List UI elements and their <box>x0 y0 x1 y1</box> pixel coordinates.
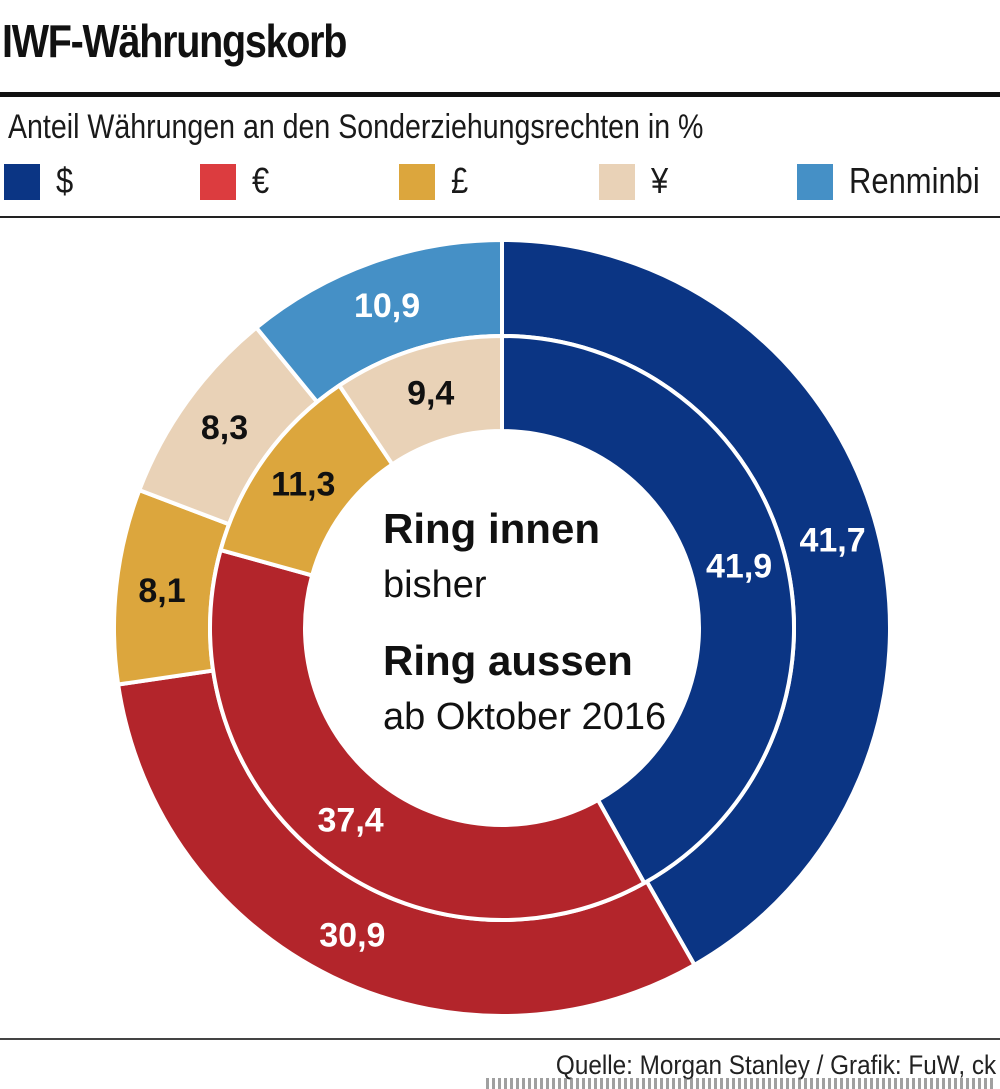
donut-chart: 41,7 30,9 8,1 8,3 10,9 41,9 37,4 11,3 9,4 Ring i… <box>112 238 892 1018</box>
inner-ring-slice-yen <box>337 334 504 467</box>
inner-ring-slice-euro <box>208 548 647 922</box>
legend-label-dollar: $ <box>56 160 74 201</box>
center-outer-sub: ab Oktober 2016 <box>383 696 666 738</box>
outer-ring-label-renminbi: 10,9 <box>354 287 420 325</box>
legend-swatch-renminbi <box>797 164 833 200</box>
outer-ring-label-dollar: 41,7 <box>799 521 865 559</box>
data-labels: 41,7 30,9 8,1 8,3 10,9 41,9 37,4 11,3 9,4 <box>138 287 865 955</box>
title-rule <box>0 92 1000 97</box>
chart-subtitle: Anteil Währungen an den Sonderziehungsre… <box>8 108 704 146</box>
legend-rule <box>0 216 1000 218</box>
cropped-text-fragment <box>486 1078 996 1089</box>
legend-swatch-dollar <box>4 164 40 200</box>
inner-ring-label-pound: 11,3 <box>271 466 335 504</box>
center-inner-title: Ring innen <box>383 505 600 552</box>
outer-ring-label-pound: 8,1 <box>138 572 185 610</box>
legend-swatch-euro <box>200 164 236 200</box>
legend-label-yen: ¥ <box>651 160 669 201</box>
inner-ring <box>208 334 796 922</box>
center-inner-sub: bisher <box>383 564 487 606</box>
chart-title: IWF-Währungskorb <box>2 15 347 67</box>
outer-ring-label-euro: 30,9 <box>319 917 385 955</box>
inner-ring-label-yen: 9,4 <box>407 375 454 413</box>
inner-ring-slice-dollar <box>500 334 796 885</box>
legend-label-pound: £ <box>451 160 469 201</box>
center-outer-title: Ring aussen <box>383 637 633 684</box>
source-credit: Quelle: Morgan Stanley / Grafik: FuW, ck <box>555 1050 996 1080</box>
outer-ring-label-yen: 8,3 <box>201 409 248 447</box>
legend-label-renminbi: Renminbi <box>849 160 980 201</box>
inner-ring-label-dollar: 41,9 <box>706 547 772 585</box>
footer-rule <box>0 1038 1000 1040</box>
legend-label-euro: € <box>252 160 270 201</box>
legend-swatch-yen <box>599 164 635 200</box>
inner-ring-label-euro: 37,4 <box>318 802 384 840</box>
legend-swatch-pound <box>399 164 435 200</box>
